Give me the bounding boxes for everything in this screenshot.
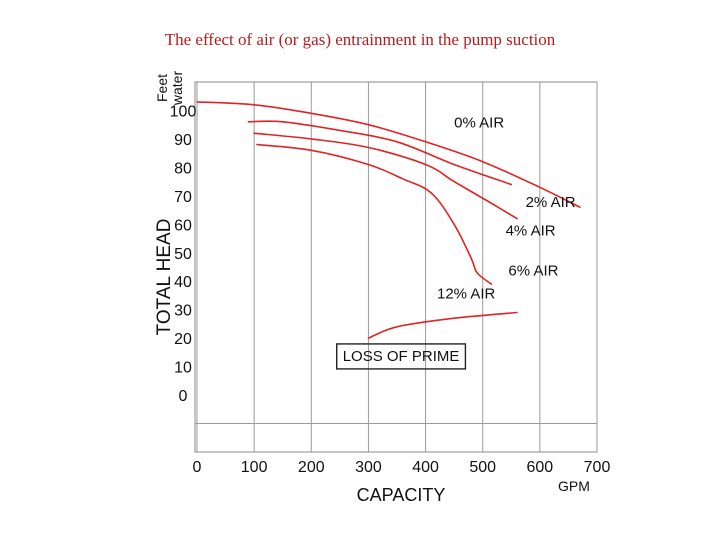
annotation-6pct-air: 6% AIR xyxy=(508,263,558,280)
series-group xyxy=(196,101,581,339)
y-tick-label-0: 0 xyxy=(179,388,188,405)
x-tick-label-400: 400 xyxy=(412,459,439,476)
y-tick-label-70: 70 xyxy=(174,189,192,206)
x-tick-label-0: 0 xyxy=(193,459,202,476)
x-tick-label-200: 200 xyxy=(298,459,325,476)
series-line-12pct-air xyxy=(367,311,518,339)
annotation-4pct-air: 4% AIR xyxy=(506,223,556,240)
annotation-loss-of-prime: LOSS OF PRIME xyxy=(343,348,460,365)
x-tick-label-700: 700 xyxy=(584,459,611,476)
x-tick-label-500: 500 xyxy=(469,459,496,476)
gridlines xyxy=(195,82,598,452)
x-tick-labels: 0 100 200 300 400 500 600 700 xyxy=(193,459,611,476)
annotations: 0% AIR 2% AIR 4% AIR 6% AIR 12% AIR LOSS OF P… xyxy=(336,115,576,370)
y-unit-label-line1: Feet xyxy=(154,74,170,102)
x-tick-label-600: 600 xyxy=(527,459,554,476)
y-tick-label-20: 20 xyxy=(174,331,192,348)
annotation-2pct-air: 2% AIR xyxy=(526,194,576,211)
y-tick-label-10: 10 xyxy=(174,360,192,377)
y-tick-label-50: 50 xyxy=(174,246,192,263)
annotation-12pct-air: 12% AIR xyxy=(437,285,496,302)
y-tick-label-80: 80 xyxy=(174,160,192,177)
y-unit-label-line2: water xyxy=(169,71,185,107)
y-axis-label: TOTAL HEAD xyxy=(154,219,175,336)
y-tick-label-30: 30 xyxy=(174,303,192,320)
x-tick-label-300: 300 xyxy=(355,459,382,476)
loss-of-prime-box xyxy=(336,343,467,370)
series-line-4pct-air xyxy=(253,132,518,220)
series-line-0pct-air xyxy=(196,101,581,208)
series-line-6pct-air xyxy=(256,143,493,285)
y-tick-label-40: 40 xyxy=(174,274,192,291)
x-axis-label: CAPACITY xyxy=(357,485,446,505)
x-unit-label: GPM xyxy=(558,478,590,494)
series-line-2pct-air xyxy=(247,120,513,186)
y-tick-label-90: 90 xyxy=(174,132,192,149)
y-tick-label-60: 60 xyxy=(174,217,192,234)
annotation-0pct-air: 0% AIR xyxy=(454,115,504,132)
y-tick-label-100: 100 xyxy=(170,103,197,120)
page-title: The effect of air (or gas) entrainment i… xyxy=(164,30,556,49)
x-tick-label-100: 100 xyxy=(241,459,268,476)
